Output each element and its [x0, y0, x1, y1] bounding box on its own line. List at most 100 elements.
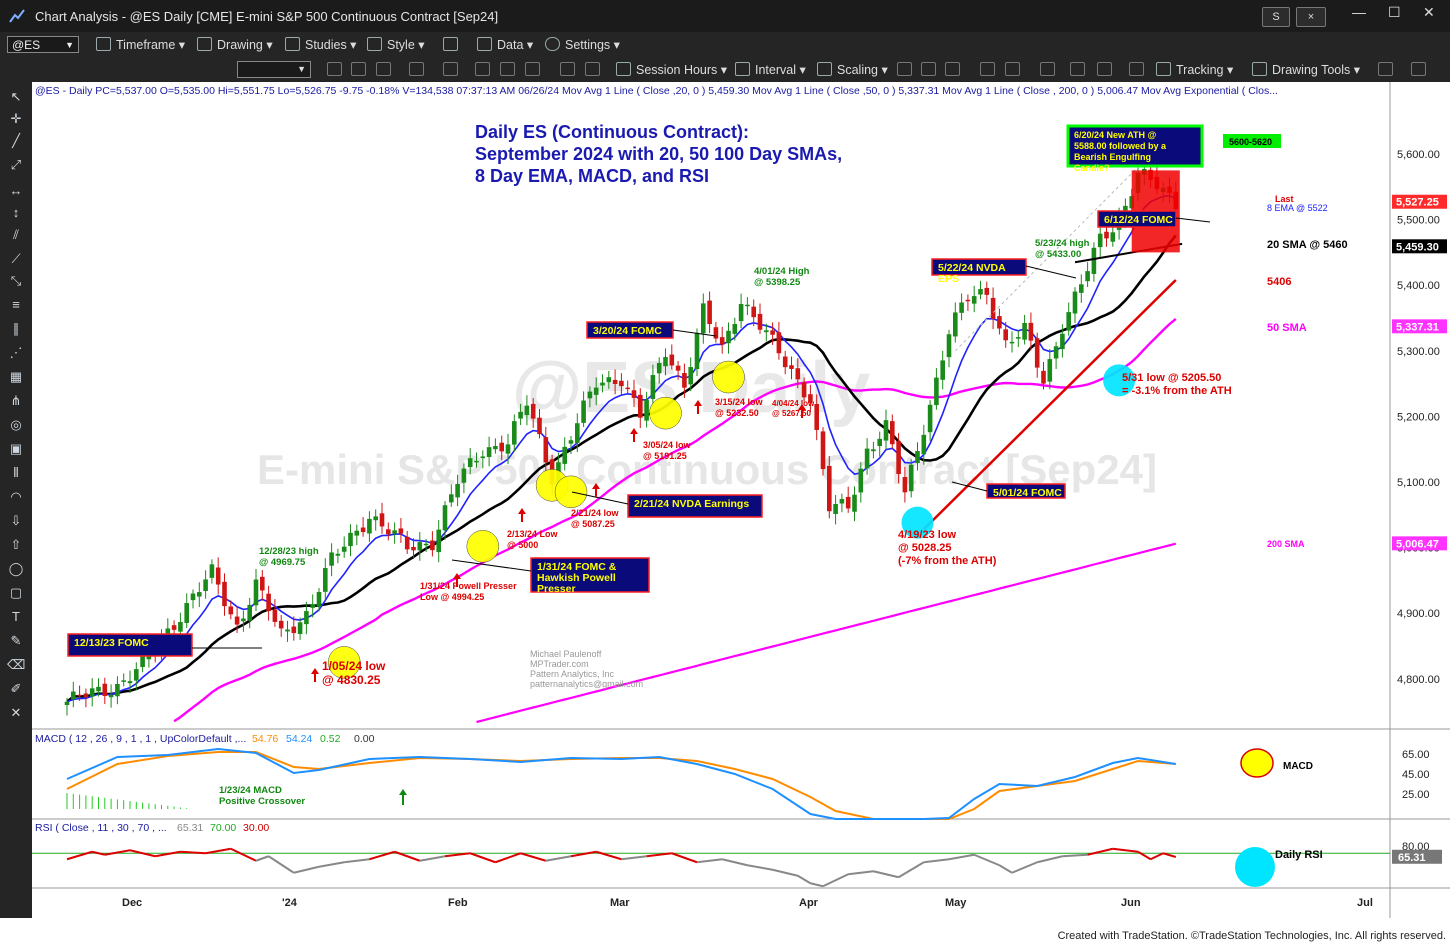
grid-layout-icon[interactable] — [1129, 62, 1144, 76]
candle-body — [902, 477, 908, 493]
candle-body — [272, 609, 278, 622]
trendline-icon[interactable]: ╱ — [12, 133, 20, 148]
ohlc-icon[interactable] — [980, 62, 995, 76]
rsi-segment — [810, 882, 824, 888]
highlight-circle — [649, 396, 682, 430]
link-icon[interactable] — [1411, 62, 1426, 76]
new-window-icon[interactable] — [1378, 62, 1393, 76]
rectangle-icon[interactable]: ▢ — [9, 585, 23, 600]
rsi-segment — [104, 849, 131, 856]
window-title: Chart Analysis - @ES Daily [CME] E-mini … — [35, 9, 499, 24]
candle-body — [593, 387, 599, 395]
last-label: Last — [1275, 194, 1294, 204]
candle-body — [612, 379, 618, 384]
scaling-button[interactable]: Scaling ▾ — [817, 62, 888, 77]
cursor-icon[interactable] — [409, 62, 424, 76]
window-icon[interactable] — [376, 62, 391, 76]
crosshair-icon[interactable]: ✛ — [10, 111, 22, 126]
cycle-lines-icon[interactable]: ▣ — [9, 441, 23, 456]
zoom-icon[interactable] — [500, 62, 515, 76]
grid-icon[interactable] — [560, 62, 575, 76]
note-text-ath-0620: 6/20/24 New ATH @ — [1074, 130, 1157, 140]
settings-button[interactable]: Settings ▾ — [545, 37, 620, 52]
maximize-icon[interactable]: ☐ — [1388, 4, 1401, 20]
eraser-icon[interactable]: ⌫ — [7, 657, 26, 672]
tracking-icon — [1156, 62, 1171, 76]
minimize-icon[interactable]: — — [1352, 4, 1366, 20]
close-tab-button[interactable]: × — [1296, 7, 1326, 27]
style-button[interactable]: Style ▾ — [367, 37, 425, 52]
interval-input[interactable]: ▼ — [237, 61, 311, 78]
delete-icon[interactable]: ✕ — [10, 705, 22, 720]
text-icon[interactable]: T — [12, 609, 20, 624]
spiral-icon[interactable]: ◎ — [10, 417, 22, 432]
channel-icon[interactable]: ⫽ — [13, 227, 19, 242]
rsi-value: 65.31 — [177, 822, 203, 834]
symbol-link-button[interactable]: S — [1262, 7, 1290, 27]
fib-fan-icon[interactable]: ⋰ — [9, 345, 23, 360]
candle-body — [776, 332, 782, 354]
candle-icon[interactable] — [921, 62, 936, 76]
close-icon[interactable]: ✕ — [1423, 4, 1435, 20]
candle-hollow-icon[interactable] — [945, 62, 960, 76]
ema-8-label: 8 EMA @ 5522 — [1267, 203, 1328, 213]
table-icon[interactable] — [585, 62, 600, 76]
rsi-tag-label: 65.31 — [1398, 852, 1426, 864]
speed-line-icon[interactable]: ⋔ — [10, 393, 22, 408]
timeframe-button[interactable]: Timeframe ▾ — [96, 37, 185, 52]
candle-body — [442, 505, 448, 531]
drawing-tools-button[interactable]: Drawing Tools ▾ — [1252, 62, 1360, 77]
candle-body — [1009, 341, 1015, 344]
session-hours-button[interactable]: Session Hours ▾ — [616, 62, 727, 77]
arrow-up-icon[interactable]: ⇧ — [10, 537, 22, 552]
ellipse-icon[interactable]: ◯ — [8, 561, 24, 576]
line-icon[interactable] — [1040, 62, 1055, 76]
extension-icon[interactable]: ⤡ — [10, 273, 22, 288]
zoom-out-icon[interactable] — [1097, 62, 1112, 76]
studies-button[interactable]: Studies ▾ — [285, 37, 356, 52]
candle-body — [297, 622, 303, 634]
x-axis-label: Mar — [610, 897, 630, 909]
grid-tool-icon[interactable]: ▦ — [9, 369, 23, 384]
fib-time-icon[interactable]: ∥ — [12, 321, 20, 336]
fibonacci-icon[interactable]: ≡ — [12, 297, 20, 312]
search-icon[interactable] — [475, 62, 490, 76]
vertical-line-icon[interactable]: ↕ — [12, 205, 20, 220]
candle-body — [241, 618, 246, 622]
candle-body — [291, 626, 297, 634]
pointer-icon[interactable]: ↖ — [10, 89, 22, 104]
candle-body — [707, 300, 712, 325]
regression-icon[interactable]: ⦀ — [13, 465, 19, 480]
highlight-circle — [901, 506, 934, 539]
cycle-icon[interactable] — [351, 62, 366, 76]
chart-area[interactable]: @ES Daily E-mini S&P 500 Continuous Contr… — [32, 82, 1450, 918]
data-button[interactable]: Data ▾ — [477, 37, 533, 52]
layout-icon[interactable] — [443, 37, 463, 52]
drawing-button[interactable]: Drawing ▾ — [197, 37, 273, 52]
symbol-input[interactable]: @ES ▼ — [7, 36, 79, 53]
pen-icon[interactable]: ✎ — [10, 633, 22, 648]
arc-icon[interactable]: ◠ — [10, 489, 22, 504]
arrow-down-icon[interactable]: ⇩ — [10, 513, 22, 528]
target-icon[interactable] — [443, 62, 458, 76]
macd-highlight-circle — [1240, 748, 1274, 778]
macd-tick-label: 65.00 — [1402, 749, 1430, 761]
candle-body — [921, 434, 927, 455]
zoom-in-icon[interactable] — [1070, 62, 1085, 76]
gann-icon[interactable]: ⟋ — [11, 251, 21, 266]
rsi-segment — [772, 868, 799, 877]
interval-button[interactable]: Interval ▾ — [735, 62, 806, 77]
ray-icon[interactable]: ⤢ — [10, 157, 22, 172]
hlc-icon[interactable] — [1005, 62, 1020, 76]
note-text-fomc-1213: 12/13/23 FOMC — [74, 637, 149, 649]
lock-icon[interactable] — [525, 62, 540, 76]
tracking-button[interactable]: Tracking ▾ — [1156, 62, 1233, 77]
refresh-icon[interactable] — [327, 62, 342, 76]
rsi-segment — [973, 853, 1000, 867]
candle-body — [209, 564, 215, 578]
bar-type-icon[interactable] — [897, 62, 912, 76]
highlighter-icon[interactable]: ✐ — [10, 681, 22, 696]
horizontal-line-icon[interactable]: ↔ — [9, 183, 23, 198]
candle-body — [587, 391, 593, 399]
